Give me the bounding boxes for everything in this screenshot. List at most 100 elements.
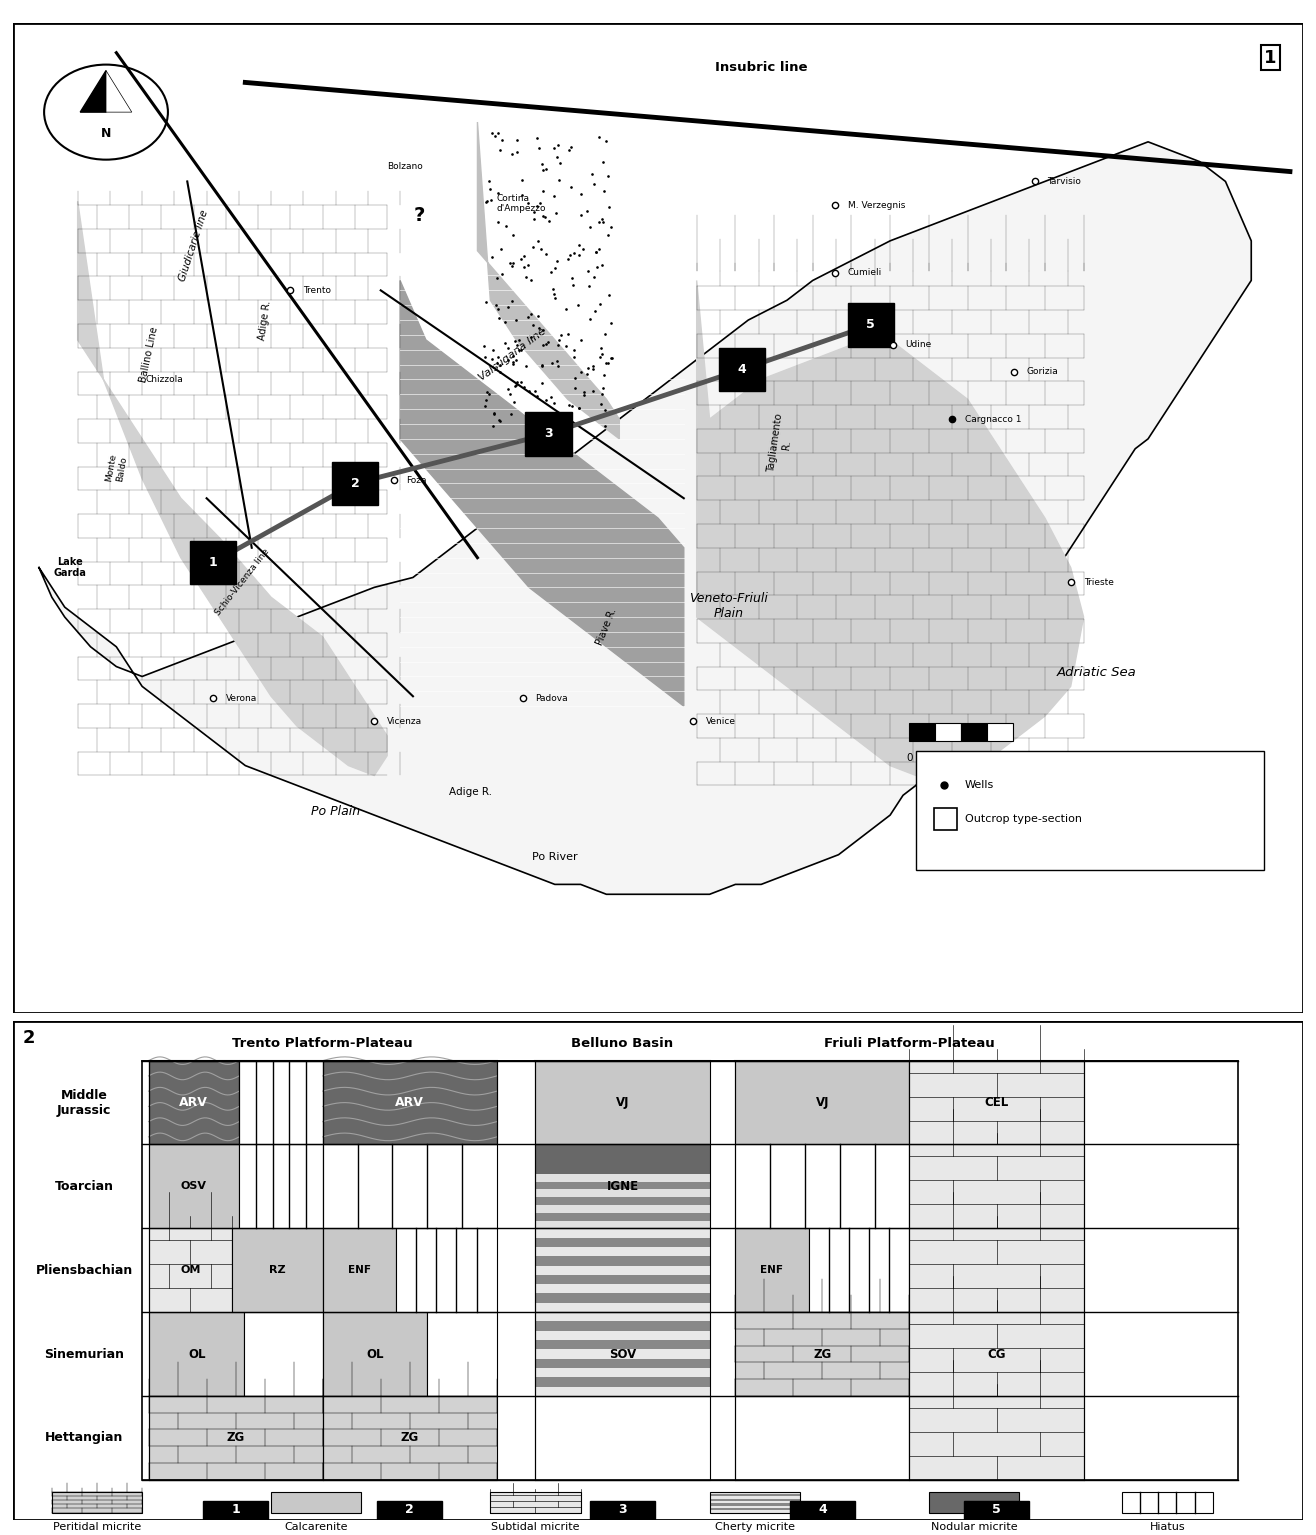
Bar: [149, 1061, 240, 1145]
Text: M. Verzegnis: M. Verzegnis: [848, 201, 905, 210]
Text: ZG: ZG: [813, 1348, 832, 1360]
Text: Padova: Padova: [536, 694, 569, 703]
Text: 50 km: 50 km: [996, 752, 1029, 763]
Bar: [271, 1492, 362, 1512]
Bar: [909, 1061, 1083, 1145]
Bar: [536, 1228, 709, 1237]
Text: 4: 4: [737, 364, 746, 376]
Bar: [536, 1331, 709, 1340]
Bar: [536, 1368, 709, 1377]
Bar: [536, 1340, 709, 1349]
Bar: [709, 1492, 800, 1512]
Bar: [240, 1145, 322, 1228]
Text: Nodular micrite: Nodular micrite: [930, 1521, 1017, 1532]
Bar: [536, 1276, 709, 1285]
Bar: [736, 1312, 909, 1395]
Text: 0: 0: [907, 752, 913, 763]
Text: Gorizia: Gorizia: [1026, 367, 1058, 376]
Bar: [232, 1228, 322, 1312]
Bar: [51, 1492, 142, 1512]
Polygon shape: [80, 71, 107, 112]
Bar: [536, 1228, 709, 1312]
Text: OL: OL: [188, 1348, 207, 1360]
Bar: [591, 1501, 655, 1518]
Bar: [536, 1256, 709, 1265]
Text: OSV: OSV: [180, 1182, 207, 1191]
Polygon shape: [400, 281, 684, 706]
Text: Insubric line: Insubric line: [715, 61, 808, 74]
Text: Schio-Vicenza line: Schio-Vicenza line: [213, 548, 271, 617]
Bar: [428, 1312, 496, 1395]
Text: Toarcian: Toarcian: [54, 1180, 113, 1193]
Text: VJ: VJ: [616, 1096, 629, 1110]
Bar: [709, 1494, 800, 1497]
Bar: [909, 1228, 1083, 1312]
Text: Verona: Verona: [226, 694, 257, 703]
Text: Po River: Po River: [532, 852, 578, 861]
Bar: [149, 1145, 240, 1228]
Text: Veneto-Friuli
Plain: Veneto-Friuli Plain: [690, 593, 769, 620]
Bar: [536, 1349, 709, 1358]
Text: Piave R.: Piave R.: [595, 606, 619, 646]
Text: Trieste: Trieste: [1083, 577, 1113, 586]
Bar: [536, 1190, 709, 1197]
Text: Cherty micrite: Cherty micrite: [715, 1521, 795, 1532]
Bar: [709, 1497, 800, 1498]
Text: 3: 3: [544, 427, 553, 441]
Bar: [536, 1285, 709, 1294]
Bar: [909, 1312, 1083, 1395]
Bar: [719, 348, 765, 391]
Bar: [848, 304, 894, 347]
Text: Adriatic Sea: Adriatic Sea: [1057, 666, 1137, 680]
Text: Peritidal micrite: Peritidal micrite: [53, 1521, 141, 1532]
Text: ?: ?: [413, 206, 425, 226]
Bar: [142, 1061, 1238, 1480]
Text: CEL: CEL: [984, 1096, 1008, 1110]
Bar: [709, 1510, 800, 1512]
Bar: [149, 1061, 240, 1145]
Bar: [961, 723, 987, 741]
Bar: [396, 1228, 496, 1312]
Bar: [916, 751, 1265, 869]
Bar: [987, 723, 1012, 741]
Text: VJ: VJ: [816, 1096, 829, 1110]
Bar: [536, 1205, 709, 1213]
Text: 3: 3: [619, 1503, 626, 1517]
Bar: [536, 1312, 709, 1395]
Text: Belluno: Belluno: [529, 439, 569, 448]
Bar: [245, 1312, 322, 1395]
Bar: [322, 1061, 496, 1145]
Bar: [536, 1220, 709, 1228]
Text: Pliensbachian: Pliensbachian: [36, 1263, 133, 1277]
Text: ARV: ARV: [395, 1096, 424, 1110]
Polygon shape: [78, 201, 387, 775]
Bar: [709, 1501, 800, 1503]
Text: 2: 2: [350, 477, 359, 490]
Text: Calcarenite: Calcarenite: [284, 1521, 347, 1532]
Bar: [536, 1358, 709, 1368]
Polygon shape: [478, 121, 620, 439]
Bar: [536, 1174, 709, 1182]
Polygon shape: [39, 141, 1252, 895]
Text: Cortina
d'Ampezzo: Cortina d'Ampezzo: [496, 193, 546, 213]
Text: Tagliamento
R.: Tagliamento R.: [766, 413, 795, 474]
Text: 1: 1: [1265, 49, 1277, 66]
Bar: [709, 1506, 800, 1507]
Text: ENF: ENF: [761, 1265, 783, 1276]
Bar: [322, 1312, 428, 1395]
Bar: [536, 1265, 709, 1276]
Bar: [536, 1395, 709, 1480]
Text: Middle
Jurassic: Middle Jurassic: [57, 1088, 112, 1116]
Bar: [322, 1061, 496, 1145]
Text: Lake
Garda: Lake Garda: [54, 557, 87, 579]
Bar: [709, 1503, 800, 1506]
Text: Belluno Basin: Belluno Basin: [571, 1036, 674, 1050]
Bar: [790, 1501, 854, 1518]
Text: ZG: ZG: [400, 1431, 418, 1444]
Bar: [536, 1312, 709, 1395]
Bar: [190, 540, 237, 585]
Text: Tarvisio: Tarvisio: [1048, 177, 1082, 186]
Text: ZG: ZG: [226, 1431, 245, 1444]
Text: Trento Platform-Plateau: Trento Platform-Plateau: [233, 1036, 413, 1050]
Bar: [736, 1228, 808, 1312]
